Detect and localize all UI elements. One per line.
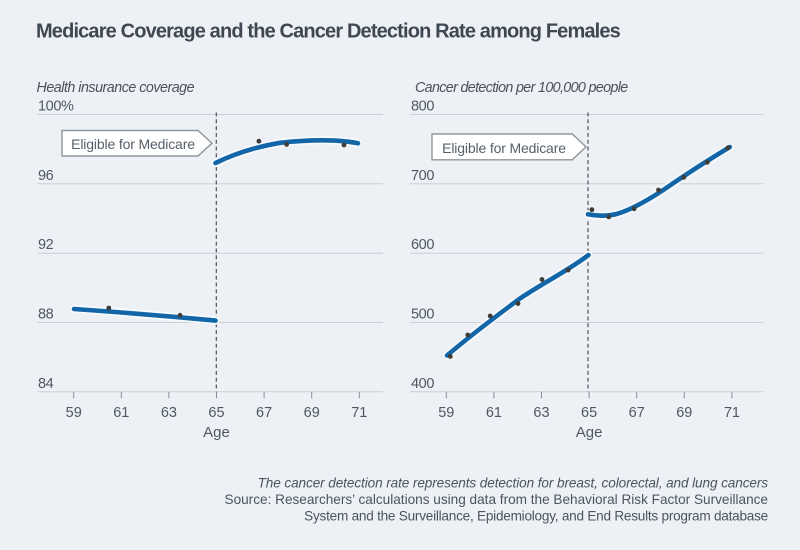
svg-text:67: 67	[629, 405, 645, 421]
svg-text:69: 69	[676, 405, 692, 421]
svg-text:71: 71	[351, 405, 367, 421]
svg-text:Age: Age	[576, 424, 603, 441]
svg-text:Medicare Coverage and the Canc: Medicare Coverage and the Cancer Detecti…	[36, 21, 621, 43]
svg-text:67: 67	[256, 405, 272, 421]
svg-text:88: 88	[38, 307, 54, 323]
svg-text:Health insurance coverage: Health insurance coverage	[37, 80, 195, 96]
svg-text:65: 65	[581, 405, 597, 421]
svg-text:100%: 100%	[38, 99, 74, 115]
svg-text:59: 59	[66, 405, 82, 421]
svg-text:61: 61	[113, 405, 129, 421]
svg-text:500: 500	[411, 307, 434, 323]
svg-text:59: 59	[438, 405, 454, 421]
svg-text:Cancer detection per 100,000 p: Cancer detection per 100,000 people	[415, 80, 628, 96]
svg-text:63: 63	[161, 405, 177, 421]
svg-text:System and the Surveillance, E: System and the Surveillance, Epidemiolog…	[304, 509, 768, 524]
svg-text:65: 65	[208, 405, 224, 421]
svg-text:400: 400	[411, 376, 434, 392]
svg-text:800: 800	[411, 99, 434, 115]
svg-text:Eligible for Medicare: Eligible for Medicare	[442, 140, 566, 156]
svg-text:84: 84	[38, 376, 54, 392]
svg-text:63: 63	[533, 405, 549, 421]
svg-text:700: 700	[411, 168, 434, 184]
svg-text:92: 92	[38, 237, 54, 253]
svg-text:The cancer detection rate repr: The cancer detection rate represents det…	[258, 476, 769, 491]
svg-text:600: 600	[411, 237, 434, 253]
svg-text:69: 69	[304, 405, 320, 421]
svg-text:61: 61	[486, 405, 502, 421]
svg-text:96: 96	[38, 168, 54, 184]
svg-text:Age: Age	[203, 424, 230, 441]
svg-text:71: 71	[724, 405, 740, 421]
svg-text:Eligible for Medicare: Eligible for Medicare	[71, 136, 195, 152]
svg-text:Source: Researchers’ calculati: Source: Researchers’ calculations using …	[225, 492, 769, 507]
